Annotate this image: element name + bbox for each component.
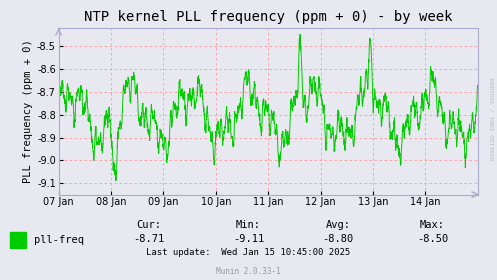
Text: -8.71: -8.71 bbox=[134, 234, 165, 244]
Title: NTP kernel PLL frequency (ppm + 0) - by week: NTP kernel PLL frequency (ppm + 0) - by … bbox=[84, 10, 452, 24]
Text: RRDTOOL / TOBI OETIKER: RRDTOOL / TOBI OETIKER bbox=[489, 78, 494, 161]
Text: -8.80: -8.80 bbox=[323, 234, 353, 244]
Text: Max:: Max: bbox=[420, 220, 445, 230]
Text: -9.11: -9.11 bbox=[233, 234, 264, 244]
Text: Min:: Min: bbox=[236, 220, 261, 230]
Text: Munin 2.0.33-1: Munin 2.0.33-1 bbox=[216, 267, 281, 276]
Text: Cur:: Cur: bbox=[137, 220, 162, 230]
Text: pll-freq: pll-freq bbox=[34, 235, 84, 245]
Y-axis label: PLL frequency (ppm + 0): PLL frequency (ppm + 0) bbox=[23, 39, 33, 183]
Text: Last update:  Wed Jan 15 10:45:00 2025: Last update: Wed Jan 15 10:45:00 2025 bbox=[147, 248, 350, 257]
Text: Avg:: Avg: bbox=[326, 220, 350, 230]
Text: -8.50: -8.50 bbox=[417, 234, 448, 244]
